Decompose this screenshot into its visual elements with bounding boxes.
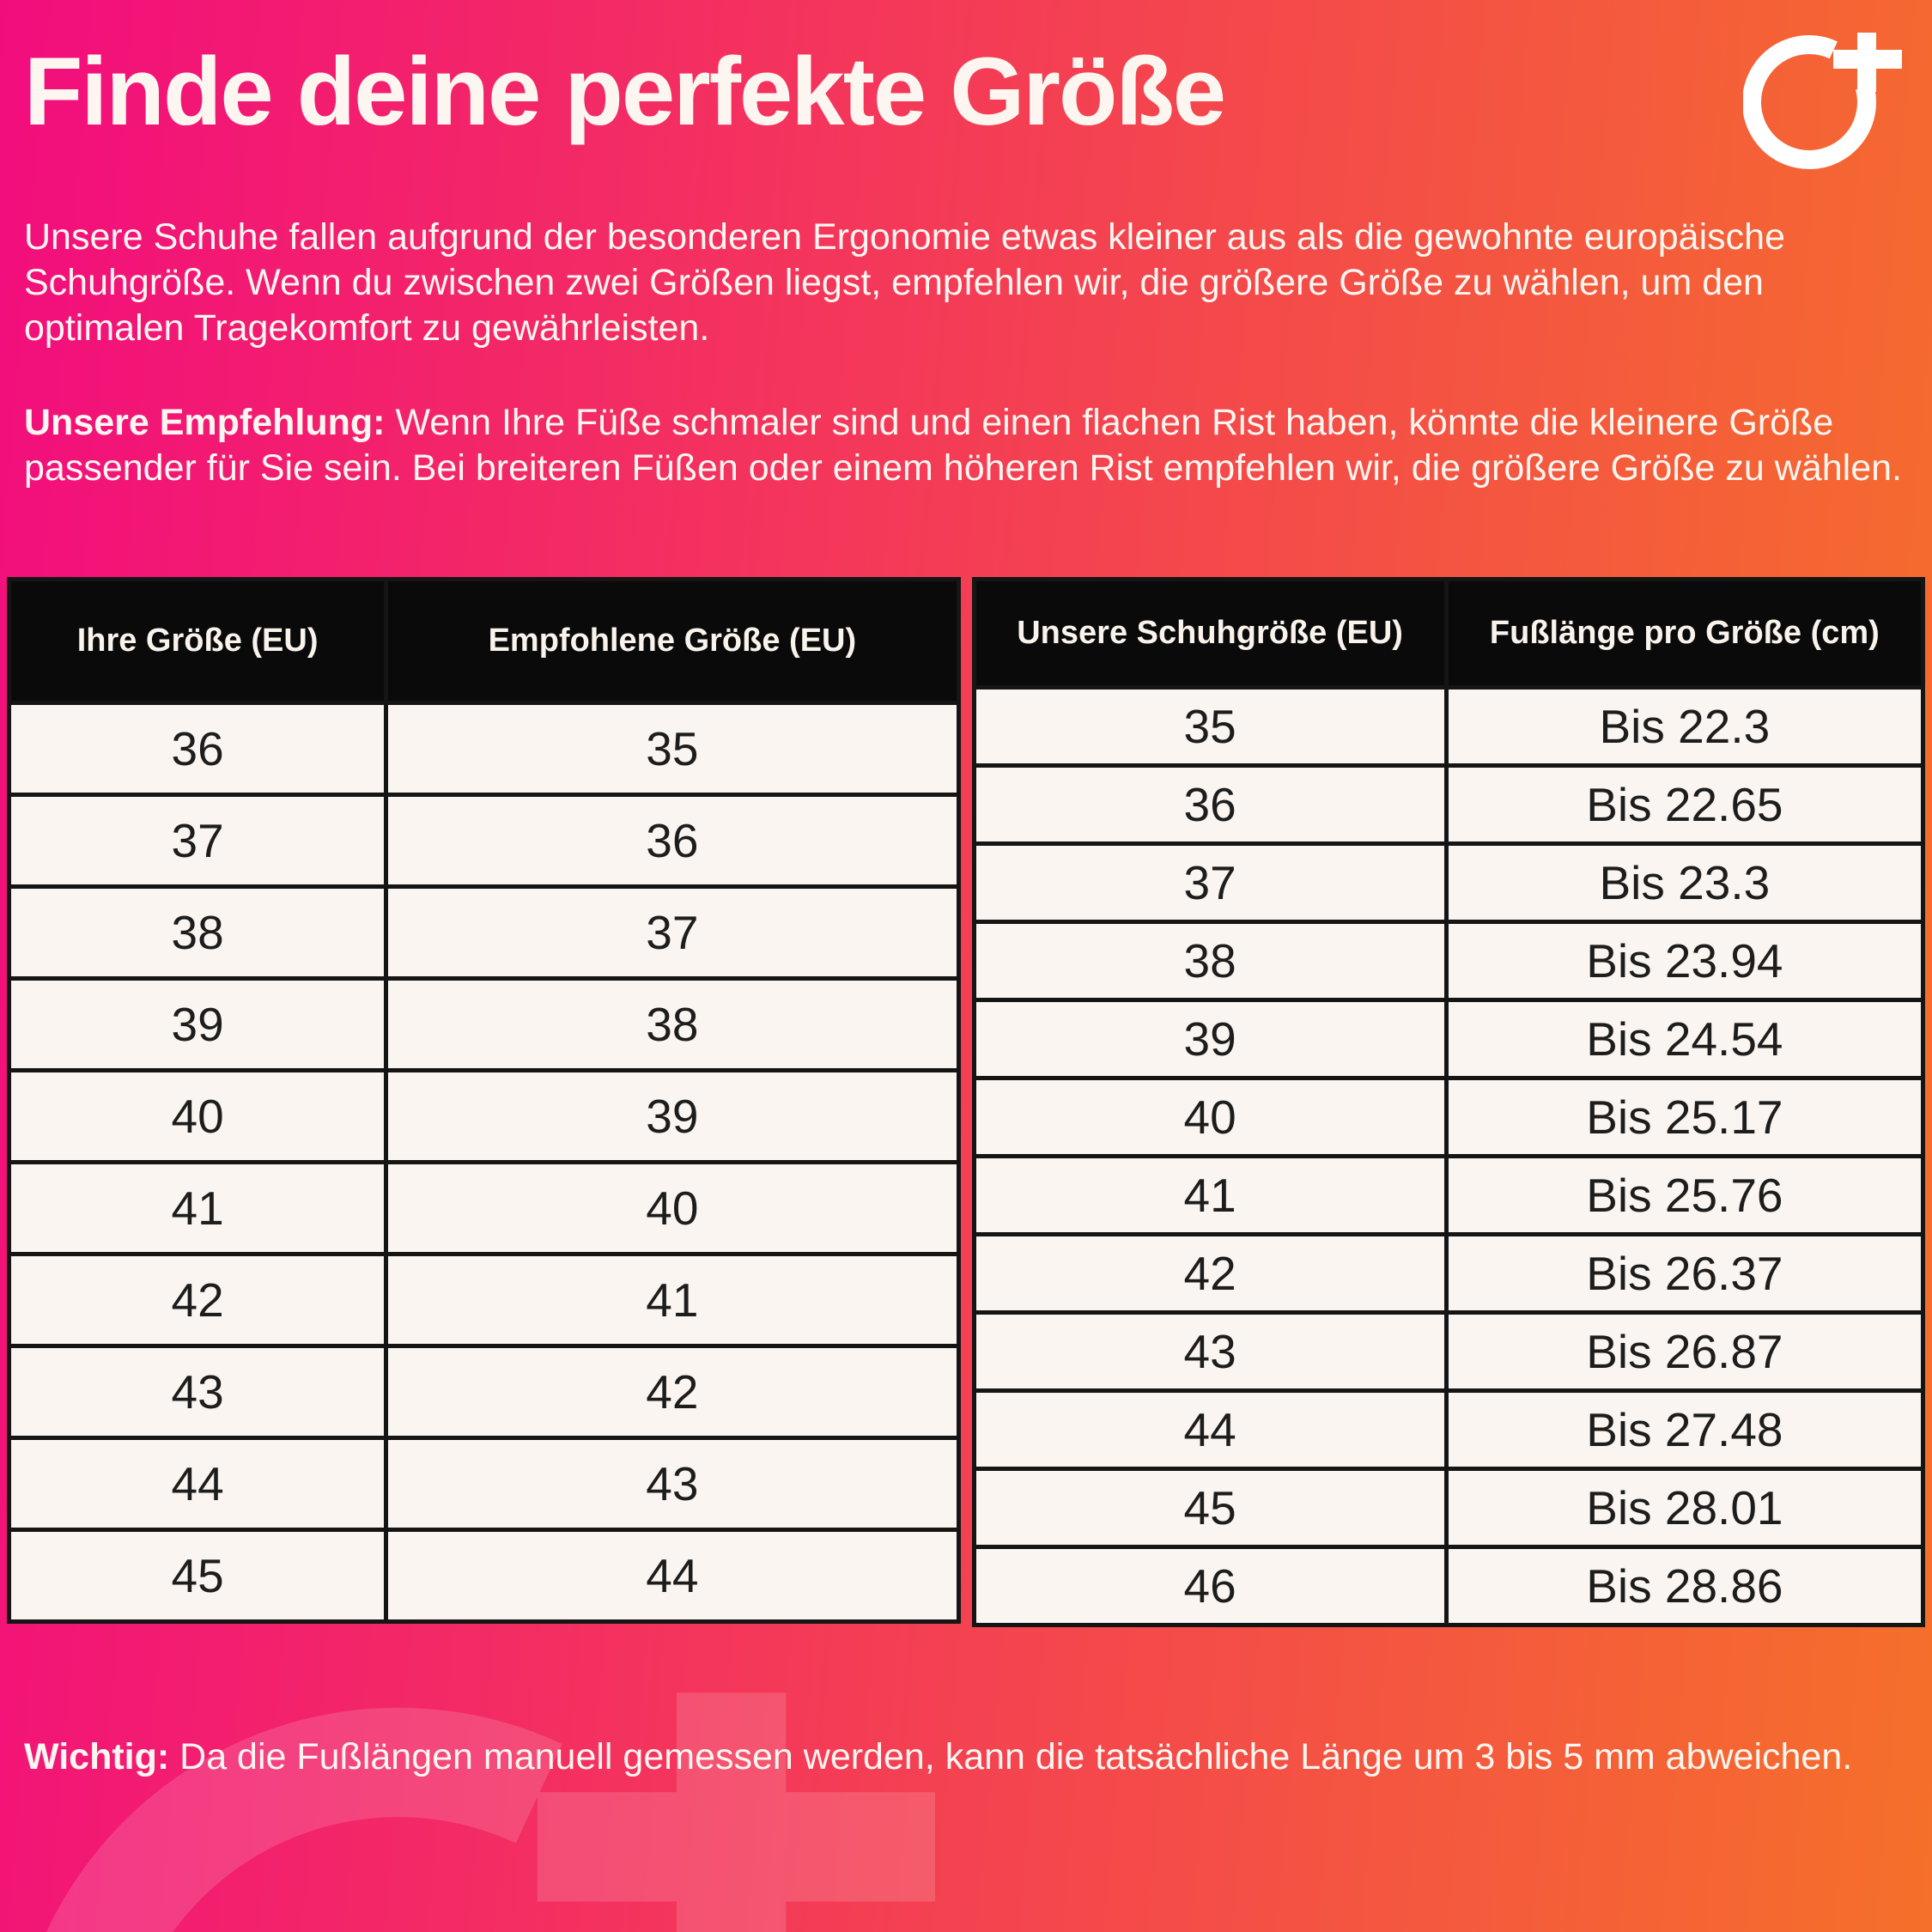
- table-row: 46 Bis 28.86: [971, 1545, 1926, 1627]
- tables-section: Ihre Größe (EU) Empfohlene Größe (EU) 36…: [6, 577, 1926, 1627]
- table-row: 45 Bis 28.01: [971, 1467, 1926, 1549]
- table-cell: 36: [971, 763, 1449, 846]
- table-cell: 42: [971, 1232, 1449, 1315]
- table-cell: Bis 25.76: [1443, 1154, 1926, 1236]
- table-cell: 46: [971, 1545, 1449, 1627]
- table-cell: 44: [6, 1436, 389, 1532]
- table-cell: Bis 22.3: [1443, 685, 1926, 768]
- recommendation-text: Wenn Ihre Füße schmaler sind und einen f…: [24, 402, 1902, 489]
- table-cell: 44: [384, 1528, 961, 1624]
- note-label: Wichtig:: [24, 1736, 170, 1777]
- table-cell: Bis 25.17: [1443, 1076, 1926, 1158]
- table-row: 39 38: [6, 976, 961, 1072]
- table-cell: 41: [6, 1160, 389, 1256]
- column-header-your-size: Ihre Größe (EU): [6, 577, 389, 705]
- table-cell: Bis 23.94: [1443, 920, 1926, 1002]
- table-cell: Bis 23.3: [1443, 841, 1926, 924]
- table-row: 43 42: [6, 1344, 961, 1440]
- foot-length-table-body: 35 Bis 22.3 36 Bis 22.65 37 Bis 23.3 38 Bis 23.…: [971, 685, 1926, 1627]
- table-cell: 37: [6, 793, 389, 889]
- column-header-foot-length: Fußlänge pro Größe (cm): [1443, 577, 1926, 690]
- table-cell: 35: [971, 685, 1449, 768]
- table-cell: 41: [971, 1154, 1449, 1236]
- header-row: Ihre Größe (EU) Empfohlene Größe (EU): [6, 577, 961, 705]
- table-row: 36 Bis 22.65: [971, 763, 1926, 846]
- table-cell: Bis 28.01: [1443, 1467, 1926, 1549]
- column-header-recommended-size: Empfohlene Größe (EU): [384, 577, 961, 705]
- table-cell: Bis 27.48: [1443, 1388, 1926, 1471]
- table-row: 42 41: [6, 1252, 961, 1348]
- recommendation-label: Unsere Empfehlung:: [24, 402, 386, 443]
- table-cell: Bis 22.65: [1443, 763, 1926, 846]
- table-cell: 35: [384, 701, 961, 797]
- recommendation-paragraph: Unsere Empfehlung: Wenn Ihre Füße schmal…: [24, 400, 1913, 491]
- intro-paragraph: Unsere Schuhe fallen aufgrund der besond…: [24, 216, 1785, 349]
- table-cell: Bis 28.86: [1443, 1545, 1926, 1627]
- table-cell: 44: [971, 1388, 1449, 1471]
- table-cell: 43: [6, 1344, 389, 1440]
- table-cell: 37: [384, 884, 961, 981]
- foot-length-table-head: Unsere Schuhgröße (EU) Fußlänge pro Größ…: [971, 577, 1926, 690]
- table-row: 41 40: [6, 1160, 961, 1256]
- table-cell: Bis 24.54: [1443, 998, 1926, 1080]
- table-cell: Bis 26.87: [1443, 1310, 1926, 1393]
- table-cell: 37: [971, 841, 1449, 924]
- header-row: Unsere Schuhgröße (EU) Fußlänge pro Größ…: [971, 577, 1926, 690]
- table-cell: 45: [971, 1467, 1449, 1549]
- table-row: 35 Bis 22.3: [971, 685, 1926, 768]
- table-row: 43 Bis 26.87: [971, 1310, 1926, 1393]
- page-title: Finde deine perfekte Größe: [24, 38, 1226, 145]
- table-cell: 38: [6, 884, 389, 981]
- table-cell: 41: [384, 1252, 961, 1348]
- table-row: 39 Bis 24.54: [971, 998, 1926, 1080]
- table-row: 36 35: [6, 701, 961, 797]
- table-cell: 45: [6, 1528, 389, 1624]
- table-row: 37 36: [6, 793, 961, 889]
- table-cell: 38: [971, 920, 1449, 1002]
- table-cell: 40: [384, 1160, 961, 1256]
- table-row: 38 Bis 23.94: [971, 920, 1926, 1002]
- note-text: Da die Fußlängen manuell gemessen werden…: [169, 1736, 1853, 1777]
- table-cell: 36: [6, 701, 389, 797]
- table-cell: 42: [6, 1252, 389, 1348]
- table-row: 44 Bis 27.48: [971, 1388, 1926, 1471]
- table-cell: 39: [971, 998, 1449, 1080]
- table-cell: 43: [384, 1436, 961, 1532]
- table-cell: Bis 26.37: [1443, 1232, 1926, 1315]
- important-note: Wichtig: Da die Fußlängen manuell gemess…: [24, 1735, 1870, 1780]
- table-row: 40 39: [6, 1068, 961, 1164]
- table-cell: 40: [6, 1068, 389, 1164]
- table-cell: 40: [971, 1076, 1449, 1158]
- table-cell: 36: [384, 793, 961, 889]
- brand-circle-plus-logo-icon: [1743, 33, 1902, 169]
- watermark-logo: [46, 1692, 936, 1932]
- size-conversion-table-body: 36 35 37 36 38 37 39 38 40 39 41 40 42 41 43 42 44 43 45 44: [6, 701, 961, 1624]
- table-cell: 42: [384, 1344, 961, 1440]
- table-row: 38 37: [6, 884, 961, 981]
- table-row: 37 Bis 23.3: [971, 841, 1926, 924]
- table-cell: 43: [971, 1310, 1449, 1393]
- table-row: 40 Bis 25.17: [971, 1076, 1926, 1158]
- size-conversion-table-head: Ihre Größe (EU) Empfohlene Größe (EU): [6, 577, 961, 705]
- table-row: 44 43: [6, 1436, 961, 1532]
- table-cell: 38: [384, 976, 961, 1072]
- foot-length-table: Unsere Schuhgröße (EU) Fußlänge pro Größ…: [971, 577, 1926, 1627]
- table-cell: 39: [6, 976, 389, 1072]
- table-row: 45 44: [6, 1528, 961, 1624]
- table-cell: 39: [384, 1068, 961, 1164]
- table-row: 41 Bis 25.76: [971, 1154, 1926, 1236]
- size-conversion-table: Ihre Größe (EU) Empfohlene Größe (EU) 36…: [6, 577, 961, 1624]
- column-header-our-shoe-size: Unsere Schuhgröße (EU): [971, 577, 1449, 690]
- table-row: 42 Bis 26.37: [971, 1232, 1926, 1315]
